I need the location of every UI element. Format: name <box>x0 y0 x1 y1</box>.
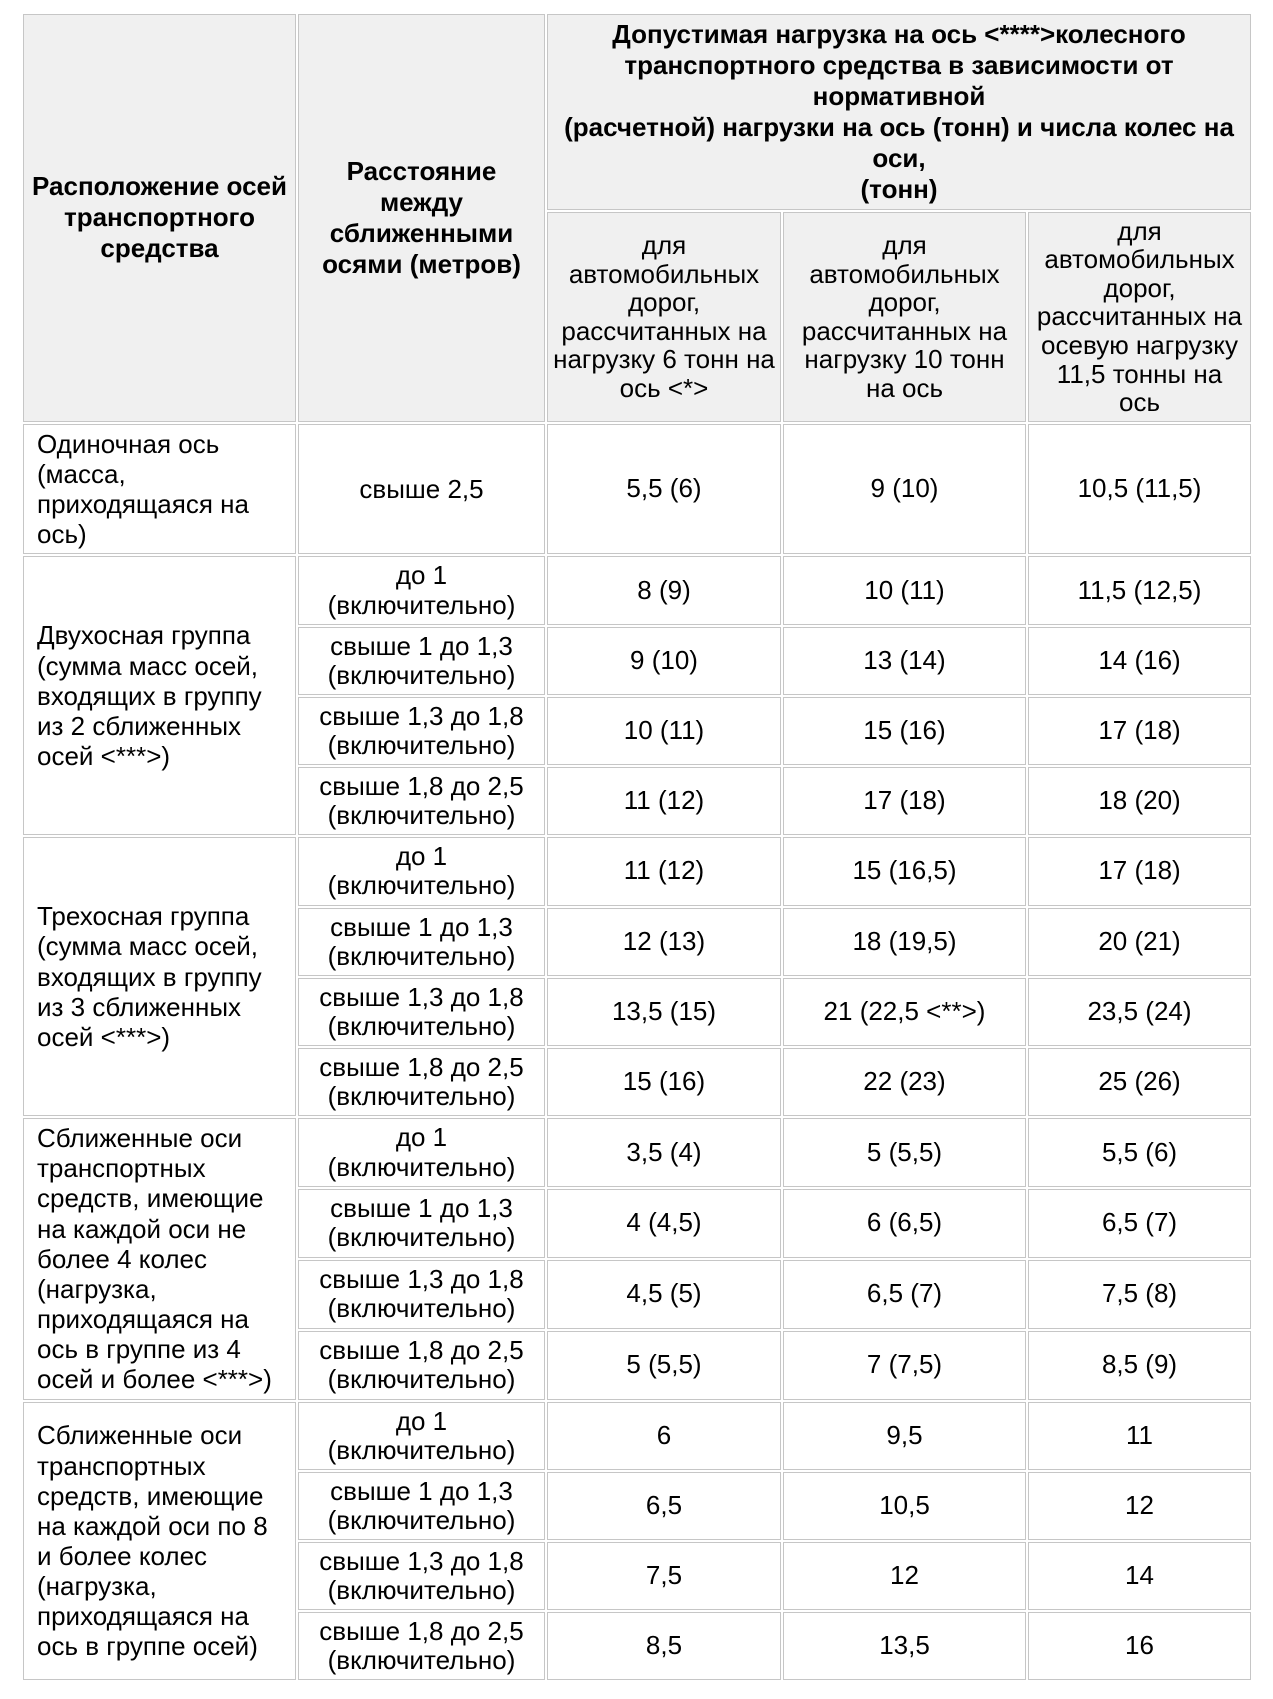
load-value-cell: 7 (7,5) <box>783 1330 1026 1400</box>
load-value-cell: 5,5 (6) <box>1028 1118 1252 1187</box>
load-value-cell: 25 (26) <box>1028 1047 1252 1117</box>
distance-cell: свыше 1 до 1,3 (включительно) <box>298 907 545 976</box>
distance-cell: свыше 1,3 до 1,8 (включительно) <box>298 1542 545 1611</box>
load-value-cell: 12 <box>1028 1471 1252 1540</box>
table-row: свыше 1,8 до 2,5 (включительно) 5 (5,5) … <box>23 1330 1252 1400</box>
load-value-cell: 6,5 (7) <box>783 1259 1026 1329</box>
load-value-cell: 15 (16) <box>547 1047 781 1117</box>
load-value-cell: 11 (12) <box>547 837 781 906</box>
load-value-cell: 14 (16) <box>1028 626 1252 695</box>
load-value-cell: 6 (6,5) <box>783 1189 1026 1258</box>
header-row-sub: для автомобильных дорог, рассчитанных на… <box>23 211 1252 422</box>
load-value-cell: 12 <box>783 1542 1026 1611</box>
table-row: свыше 1,3 до 1,8 (включительно) 4,5 (5) … <box>23 1259 1252 1329</box>
col-header-axle-arrangement: Расположение осей транспортного средства <box>23 14 296 422</box>
table-row: Сближенные оси транспортных средств, име… <box>23 1401 1252 1681</box>
load-value-cell: 7,5 <box>547 1542 781 1611</box>
load-value-cell: 18 (20) <box>1028 767 1252 836</box>
load-value-cell: 11 (12) <box>547 767 781 836</box>
load-value-cell: 10,5 <box>783 1471 1026 1540</box>
distance-cell: свыше 1,3 до 1,8 (включительно) <box>298 1259 545 1329</box>
load-value-cell: 15 (16,5) <box>783 837 1026 906</box>
distance-cell: до 1 (включительно) <box>298 1401 545 1470</box>
table-row: свыше 1,8 до 2,5 (включительно) 11 (12) … <box>23 767 1252 836</box>
distance-cell: свыше 2,5 <box>298 423 545 555</box>
load-value-cell: 13,5 (15) <box>547 977 781 1046</box>
load-value-cell: 12 (13) <box>547 907 781 976</box>
table-row: Одиночная ось (масса, приходящаяся на ос… <box>23 423 1252 555</box>
distance-cell: свыше 1,8 до 2,5 (включительно) <box>298 767 545 836</box>
load-value-cell: 10,5 (11,5) <box>1028 423 1252 555</box>
load-value-cell: 15 (16) <box>783 696 1026 766</box>
distance-cell: свыше 1,8 до 2,5 (включительно) <box>298 1612 545 1681</box>
load-value-cell: 16 <box>1028 1612 1252 1681</box>
table-row: свыше 1,8 до 2,5 (включительно) 15 (16) … <box>23 1047 1252 1117</box>
load-value-cell: 8 (9) <box>547 556 781 625</box>
load-value-cell: 6,5 <box>547 1471 781 1540</box>
load-value-cell: 14 <box>1028 1542 1252 1611</box>
load-value-cell: 10 (11) <box>547 696 781 766</box>
load-value-cell: 9,5 <box>783 1401 1026 1470</box>
table-row: свыше 1 до 1,3 (включительно) 9 (10) 13 … <box>23 626 1252 695</box>
group-label-adjacent-axles-8-plus-wheels: Сближенные оси транспортных средств, име… <box>23 1401 296 1681</box>
distance-cell: свыше 1,8 до 2,5 (включительно) <box>298 1047 545 1117</box>
load-value-cell: 10 (11) <box>783 556 1026 625</box>
distance-cell: до 1 (включительно) <box>298 1118 545 1187</box>
load-value-cell: 17 (18) <box>1028 837 1252 906</box>
load-value-cell: 5 (5,5) <box>783 1118 1026 1187</box>
load-value-cell: 21 (22,5 <**>) <box>783 977 1026 1046</box>
table-row: свыше 1 до 1,3 (включительно) 12 (13) 18… <box>23 907 1252 976</box>
load-value-cell: 17 (18) <box>1028 696 1252 766</box>
col-header-road-11-5t: для автомобильных дорог, рассчитанных на… <box>1028 211 1252 422</box>
load-value-cell: 9 (10) <box>547 626 781 695</box>
table-row: Двухосная группа (сумма масс осей, входя… <box>23 556 1252 836</box>
load-value-cell: 9 (10) <box>783 423 1026 555</box>
load-value-cell: 5,5 (6) <box>547 423 781 555</box>
load-value-cell: 8,5 <box>547 1612 781 1681</box>
load-value-cell: 6,5 (7) <box>1028 1189 1252 1258</box>
load-value-cell: 4 (4,5) <box>547 1189 781 1258</box>
load-value-cell: 13 (14) <box>783 626 1026 695</box>
load-value-cell: 20 (21) <box>1028 907 1252 976</box>
header-row-main: Расположение осей транспортного средства… <box>23 14 1252 422</box>
load-value-cell: 22 (23) <box>783 1047 1026 1117</box>
group-label-single-axle: Одиночная ось (масса, приходящаяся на ос… <box>23 423 296 555</box>
load-value-cell: 11,5 (12,5) <box>1028 556 1252 625</box>
load-value-cell: 17 (18) <box>783 767 1026 836</box>
distance-cell: свыше 1,3 до 1,8 (включительно) <box>298 696 545 766</box>
distance-cell: до 1 (включительно) <box>298 556 545 625</box>
load-value-cell: 13,5 <box>783 1612 1026 1681</box>
distance-cell: свыше 1 до 1,3 (включительно) <box>298 626 545 695</box>
table-row: свыше 1,3 до 1,8 (включительно) 13,5 (15… <box>23 977 1252 1046</box>
load-value-cell: 23,5 (24) <box>1028 977 1252 1046</box>
axle-load-table: Расположение осей транспортного средства… <box>21 12 1253 1682</box>
group-label-two-axle-group: Двухосная группа (сумма масс осей, входя… <box>23 556 296 836</box>
distance-cell: свыше 1,3 до 1,8 (включительно) <box>298 977 545 1046</box>
distance-cell: свыше 1 до 1,3 (включительно) <box>298 1471 545 1540</box>
span-header-permissible-load: Допустимая нагрузка на ось <****>колесно… <box>547 14 1252 210</box>
distance-cell: свыше 1 до 1,3 (включительно) <box>298 1189 545 1258</box>
table-row: Трехосная группа (сумма масс осей, входя… <box>23 837 1252 1117</box>
table-row: свыше 1,3 до 1,8 (включительно) 10 (11) … <box>23 696 1252 766</box>
col-header-road-6t: для автомобильных дорог, рассчитанных на… <box>547 211 781 422</box>
distance-cell: до 1 (включительно) <box>298 837 545 906</box>
group-label-adjacent-axles-max-4-wheels: Сближенные оси транспортных средств, име… <box>23 1118 296 1400</box>
load-value-cell: 8,5 (9) <box>1028 1330 1252 1400</box>
group-label-three-axle-group: Трехосная группа (сумма масс осей, входя… <box>23 837 296 1117</box>
load-value-cell: 7,5 (8) <box>1028 1259 1252 1329</box>
col-header-axle-distance: Расстояние между сближенными осями (метр… <box>298 14 545 422</box>
load-value-cell: 5 (5,5) <box>547 1330 781 1400</box>
distance-cell: свыше 1,8 до 2,5 (включительно) <box>298 1330 545 1400</box>
load-value-cell: 4,5 (5) <box>547 1259 781 1329</box>
table-row: свыше 1 до 1,3 (включительно) 4 (4,5) 6 … <box>23 1189 1252 1258</box>
load-value-cell: 11 <box>1028 1401 1252 1470</box>
col-header-road-10t: для автомобильных дорог, рассчитанных на… <box>783 211 1026 422</box>
table-row: Сближенные оси транспортных средств, име… <box>23 1118 1252 1400</box>
load-value-cell: 6 <box>547 1401 781 1470</box>
load-value-cell: 3,5 (4) <box>547 1118 781 1187</box>
load-value-cell: 18 (19,5) <box>783 907 1026 976</box>
